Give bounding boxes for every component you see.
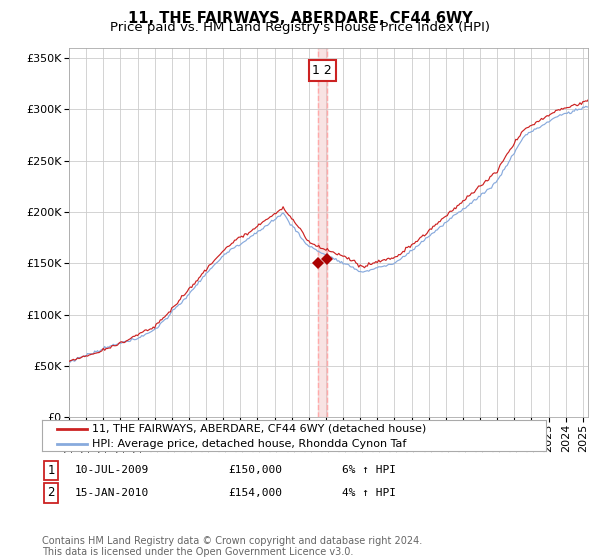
Text: £150,000: £150,000 — [228, 465, 282, 475]
Text: 1: 1 — [47, 464, 55, 477]
Bar — [318, 48, 326, 417]
Text: 4% ↑ HPI: 4% ↑ HPI — [342, 488, 396, 498]
Text: 2: 2 — [47, 486, 55, 500]
Text: HPI: Average price, detached house, Rhondda Cynon Taf: HPI: Average price, detached house, Rhon… — [92, 439, 407, 449]
Text: 15-JAN-2010: 15-JAN-2010 — [75, 488, 149, 498]
Text: 1 2: 1 2 — [312, 64, 332, 77]
Text: Price paid vs. HM Land Registry's House Price Index (HPI): Price paid vs. HM Land Registry's House … — [110, 21, 490, 34]
Text: Contains HM Land Registry data © Crown copyright and database right 2024.
This d: Contains HM Land Registry data © Crown c… — [42, 535, 422, 557]
Text: 6% ↑ HPI: 6% ↑ HPI — [342, 465, 396, 475]
Text: 11, THE FAIRWAYS, ABERDARE, CF44 6WY: 11, THE FAIRWAYS, ABERDARE, CF44 6WY — [128, 11, 472, 26]
Text: £154,000: £154,000 — [228, 488, 282, 498]
Text: 10-JUL-2009: 10-JUL-2009 — [75, 465, 149, 475]
Text: 11, THE FAIRWAYS, ABERDARE, CF44 6WY (detached house): 11, THE FAIRWAYS, ABERDARE, CF44 6WY (de… — [92, 423, 427, 433]
